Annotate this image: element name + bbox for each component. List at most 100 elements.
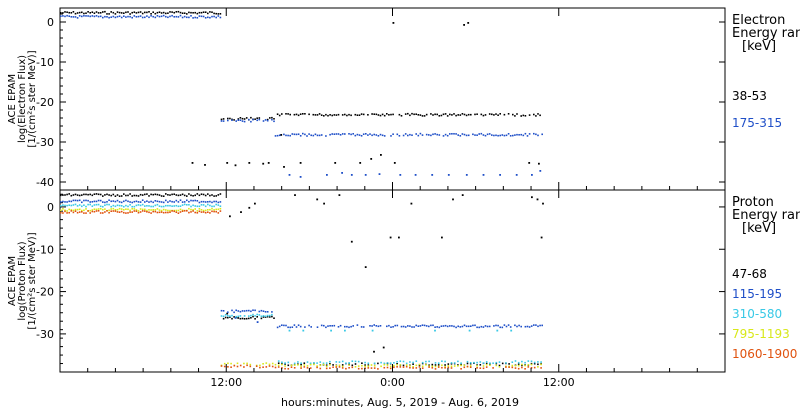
data-point <box>223 365 226 368</box>
data-point <box>243 315 246 317</box>
data-point <box>110 208 112 210</box>
data-point <box>402 325 405 328</box>
data-point <box>348 362 350 364</box>
data-point <box>331 133 333 135</box>
data-point <box>284 367 286 370</box>
data-point <box>186 199 188 202</box>
data-point <box>505 325 508 328</box>
data-point <box>89 193 91 196</box>
data-point <box>254 318 256 320</box>
data-point <box>60 209 62 212</box>
data-point <box>304 133 306 136</box>
data-point <box>173 16 175 18</box>
data-point <box>308 133 310 135</box>
data-point <box>194 11 196 14</box>
data-point <box>364 365 366 368</box>
data-point <box>299 162 302 164</box>
data-point <box>491 134 493 136</box>
data-point <box>335 114 338 116</box>
data-point <box>531 174 533 176</box>
data-point <box>256 321 259 323</box>
data-point <box>260 309 263 312</box>
data-point <box>188 207 190 210</box>
data-point <box>222 118 225 120</box>
data-point <box>200 209 203 211</box>
data-point <box>148 201 150 203</box>
data-point <box>287 113 289 115</box>
data-point <box>133 15 136 17</box>
data-point <box>461 133 464 135</box>
data-point <box>535 133 537 136</box>
data-point <box>68 208 70 211</box>
data-point <box>440 114 443 117</box>
data-point <box>329 363 331 366</box>
data-point <box>289 113 291 116</box>
data-point <box>173 193 175 195</box>
data-point <box>144 210 146 212</box>
data-point <box>110 16 112 18</box>
data-point <box>540 236 543 239</box>
data-point <box>535 324 537 326</box>
data-point <box>371 329 374 332</box>
data-point <box>421 361 424 364</box>
electron-plot-frame <box>59 7 726 191</box>
data-point <box>377 135 380 137</box>
data-point <box>515 174 518 176</box>
data-point <box>421 367 424 369</box>
data-point <box>211 11 213 13</box>
data-point <box>287 364 290 367</box>
data-point <box>354 360 357 363</box>
data-point <box>78 194 81 197</box>
data-point <box>99 205 102 208</box>
data-point <box>114 195 117 197</box>
data-point <box>106 210 108 212</box>
data-point <box>194 205 196 207</box>
data-point <box>367 364 370 366</box>
data-point <box>93 193 96 195</box>
data-point <box>78 11 81 14</box>
data-point <box>64 15 66 18</box>
data-point <box>522 134 525 137</box>
data-point <box>300 367 302 369</box>
data-point <box>281 113 283 115</box>
data-point <box>237 310 240 312</box>
data-point <box>522 114 525 117</box>
data-point <box>520 115 522 117</box>
data-point <box>248 162 251 164</box>
data-point <box>87 210 89 212</box>
data-point <box>444 324 447 327</box>
data-point <box>150 200 152 203</box>
data-point <box>95 203 98 206</box>
data-point <box>459 114 462 116</box>
data-point <box>215 16 217 19</box>
data-point <box>152 15 154 18</box>
data-point <box>125 11 127 14</box>
data-point <box>256 316 258 318</box>
data-point <box>396 366 398 368</box>
data-point <box>76 208 79 211</box>
data-point <box>371 113 373 115</box>
data-point <box>123 209 125 211</box>
data-point <box>447 366 450 369</box>
data-point <box>60 201 62 203</box>
proton-legend-entry: 115-195 <box>732 287 782 301</box>
electron-series-38-53 <box>60 10 541 168</box>
data-point <box>507 324 510 326</box>
data-point <box>474 324 476 327</box>
data-point <box>112 11 115 14</box>
data-point <box>417 114 420 116</box>
data-point <box>276 134 279 137</box>
data-point <box>266 314 269 317</box>
data-point <box>179 14 182 17</box>
data-point <box>359 162 362 164</box>
data-point <box>407 112 409 115</box>
x-axis-label: hours:minutes, Aug. 5, 2019 - Aug. 6, 20… <box>281 396 519 409</box>
data-point <box>183 12 186 14</box>
data-point <box>335 366 338 368</box>
data-point <box>314 133 317 136</box>
data-point <box>268 365 271 367</box>
data-point <box>482 326 485 328</box>
data-point <box>281 367 283 369</box>
data-point <box>97 203 100 206</box>
data-point <box>521 364 523 367</box>
